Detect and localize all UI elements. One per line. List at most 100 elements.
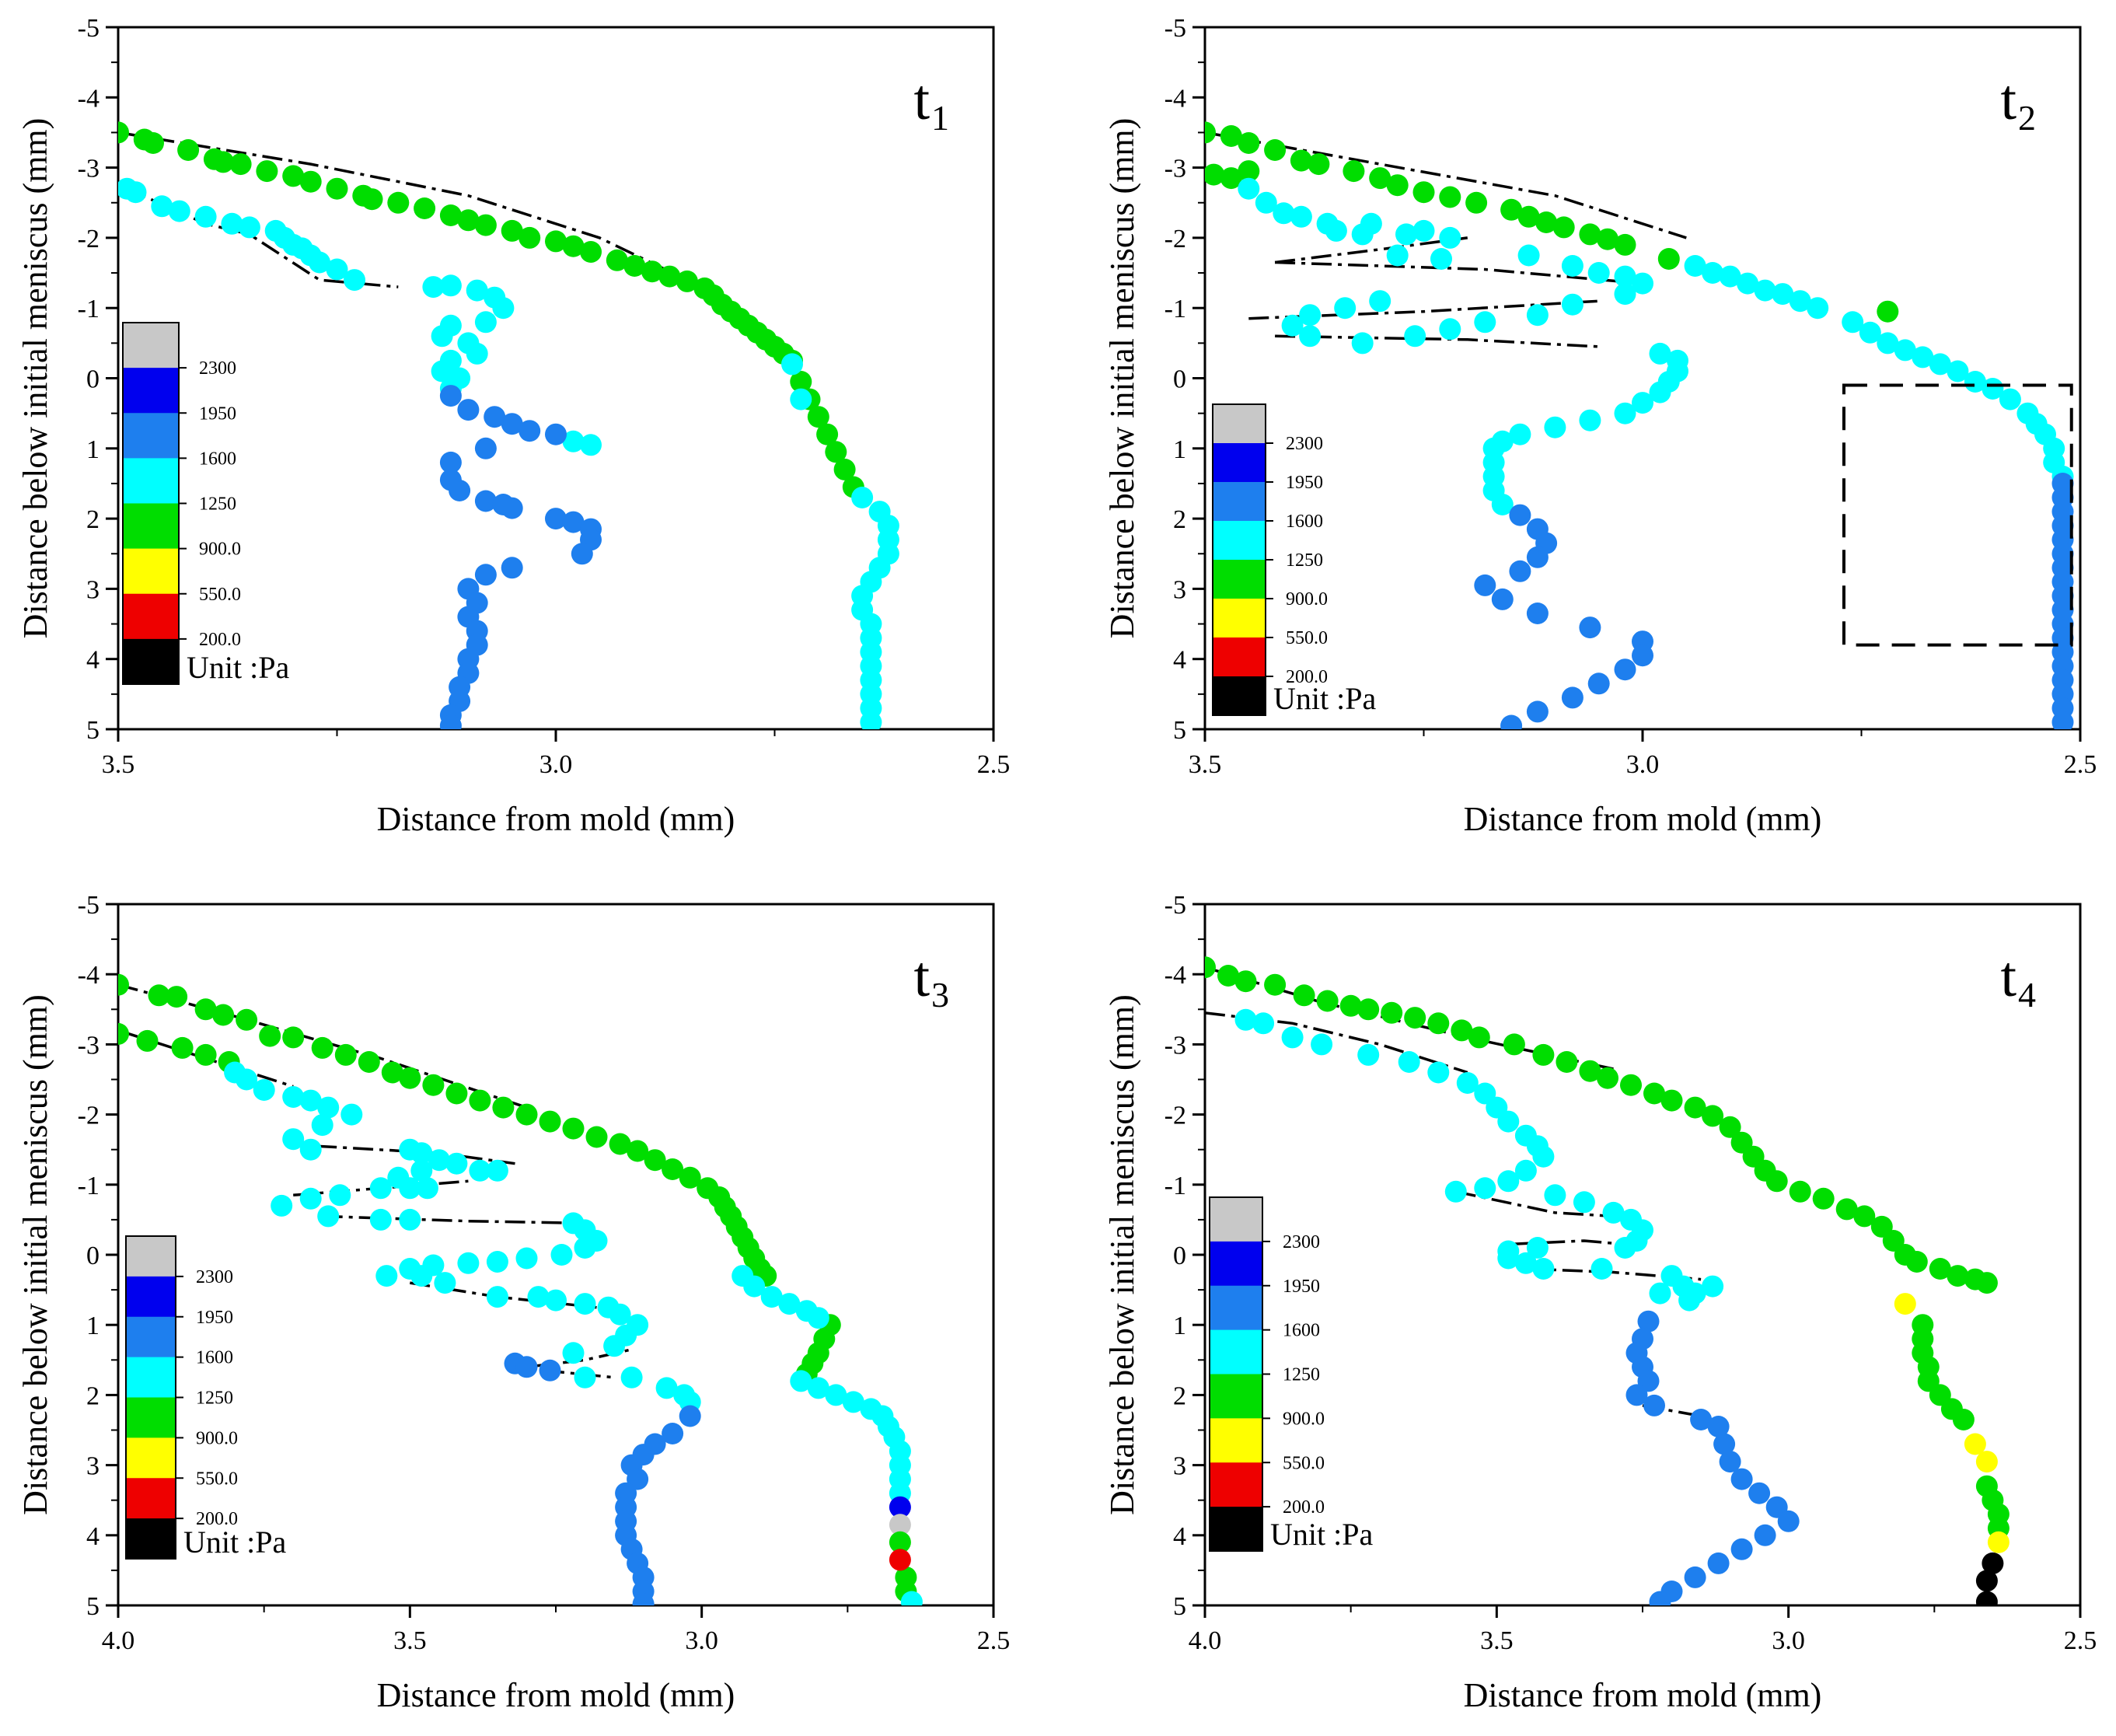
data-point-inner <box>428 1149 450 1172</box>
data-point-inner <box>1456 1072 1479 1094</box>
y-tick-label: -4 <box>78 84 100 113</box>
legend-swatch <box>123 458 179 504</box>
data-point-outer <box>1684 1096 1706 1119</box>
data-point-inner-blue <box>1587 672 1610 695</box>
data-point-outer <box>194 1043 217 1066</box>
data-point-outer <box>1657 248 1680 270</box>
legend-label: 550.0 <box>1283 1453 1325 1473</box>
x-tick-label: 4.0 <box>1189 1626 1222 1655</box>
data-point-inner-lower <box>545 508 567 530</box>
data-point-outer <box>439 204 462 226</box>
x-tick-label: 3.5 <box>102 750 135 779</box>
data-point-outer <box>1905 1251 1928 1273</box>
legend-label: 200.0 <box>1283 1497 1325 1518</box>
data-point-inner <box>236 1068 258 1091</box>
data-point-outer <box>212 151 235 173</box>
legend-label: 2300 <box>199 358 236 379</box>
data-point-inner-blue <box>1526 603 1549 624</box>
data-point-inner <box>1427 1061 1450 1084</box>
y-tick-label: 2 <box>1173 505 1186 534</box>
y-tick-label: -3 <box>1164 1031 1186 1060</box>
data-point-inner <box>1561 255 1584 277</box>
legend-swatch <box>123 593 179 640</box>
legend-unit: Unit :Pa <box>1273 681 1376 716</box>
data-point-inner <box>1614 402 1636 424</box>
legend-label: 1950 <box>199 403 236 424</box>
data-point-inner <box>1544 1184 1566 1207</box>
legend-swatch <box>1213 560 1266 599</box>
data-point-inner-upper <box>221 212 243 235</box>
legend-swatch <box>1210 1418 1262 1463</box>
y-tick-label: 0 <box>1173 365 1186 394</box>
connector-line <box>1455 1190 1614 1218</box>
data-point-outer-cyan <box>1947 360 1969 382</box>
data-point-outer-cyan <box>1842 311 1864 334</box>
data-point-inner <box>1649 381 1671 403</box>
legend-label: 900.0 <box>1283 1409 1325 1429</box>
data-point-outer-cyan <box>1929 353 1951 375</box>
legend-swatch <box>123 548 179 595</box>
data-point-outer <box>334 1043 357 1066</box>
data-point-outer <box>1234 970 1257 993</box>
legend-label: 900.0 <box>1286 589 1328 610</box>
data-point-outer <box>1404 1007 1426 1029</box>
legend-swatch <box>126 1518 176 1560</box>
data-point-outer <box>679 1166 701 1189</box>
data-point-outer <box>1853 1205 1876 1228</box>
panel-label-subscript: 1 <box>931 98 949 138</box>
panel-label: t <box>913 945 930 1009</box>
legend-swatch <box>123 413 179 459</box>
data-point-outer <box>1412 181 1435 204</box>
y-axis-title: Distance below initial meniscus (mm) <box>1103 118 1141 639</box>
y-tick-label: -5 <box>1164 891 1186 920</box>
data-point-outer-cyan <box>1807 297 1829 320</box>
data-point-inner <box>1311 1033 1333 1056</box>
data-point-inner <box>1497 1247 1520 1270</box>
data-point-outer <box>259 1025 281 1047</box>
data-point-inner-lower <box>474 490 497 512</box>
y-tick-label: 3 <box>86 1452 100 1481</box>
legend-label: 900.0 <box>196 1428 238 1448</box>
highlight-box <box>1842 383 2073 647</box>
data-point-inner <box>1587 262 1610 284</box>
data-point-outer <box>1597 228 1618 250</box>
data-point-outer <box>229 153 252 176</box>
data-point-outer-cyan <box>743 1275 766 1298</box>
data-point-outer <box>1427 1012 1450 1035</box>
data-point-inner <box>1491 494 1514 515</box>
legend-swatch <box>126 1397 176 1438</box>
data-point-outer <box>790 371 812 393</box>
data-point-inner-blue <box>1730 1538 1753 1560</box>
data-point-outer <box>1877 300 1899 323</box>
data-point-inner <box>609 1303 631 1326</box>
x-tick-label: 4.0 <box>102 1626 135 1655</box>
data-point-outer <box>825 441 847 463</box>
data-point-inner <box>1684 1282 1706 1305</box>
data-point-inner <box>434 1272 456 1294</box>
data-point-inner <box>1398 1051 1420 1073</box>
data-point-inner-blue <box>1509 504 1531 526</box>
data-point-outer <box>807 406 829 428</box>
data-point-outer <box>166 986 188 1008</box>
plot-area <box>1205 121 2074 729</box>
data-point-outer <box>1532 1043 1555 1066</box>
y-tick-label: 5 <box>1173 716 1186 745</box>
data-point-inner <box>1281 314 1304 337</box>
data-point-inner <box>416 1177 438 1200</box>
x-axis-title: Distance from mold (mm) <box>377 800 735 838</box>
y-tick-label: -3 <box>1164 155 1186 183</box>
data-point-inner <box>1404 325 1426 348</box>
data-point-outer <box>469 1089 491 1112</box>
y-tick-label: -4 <box>1164 84 1186 113</box>
data-point-inner-blue <box>1777 1510 1800 1532</box>
data-point-outer-cyan <box>1395 223 1417 246</box>
data-point-inner <box>1526 304 1549 327</box>
data-point-inner-blue <box>1748 1482 1771 1504</box>
y-axis-title: Distance below initial meniscus (mm) <box>16 994 54 1515</box>
data-point-inner <box>299 1187 322 1210</box>
data-point-inner <box>550 1244 573 1266</box>
data-point-inner <box>1497 1170 1520 1193</box>
x-tick-label: 2.5 <box>2064 1626 2097 1655</box>
y-tick-label: 2 <box>86 1381 100 1410</box>
data-point-outer <box>1217 965 1239 987</box>
